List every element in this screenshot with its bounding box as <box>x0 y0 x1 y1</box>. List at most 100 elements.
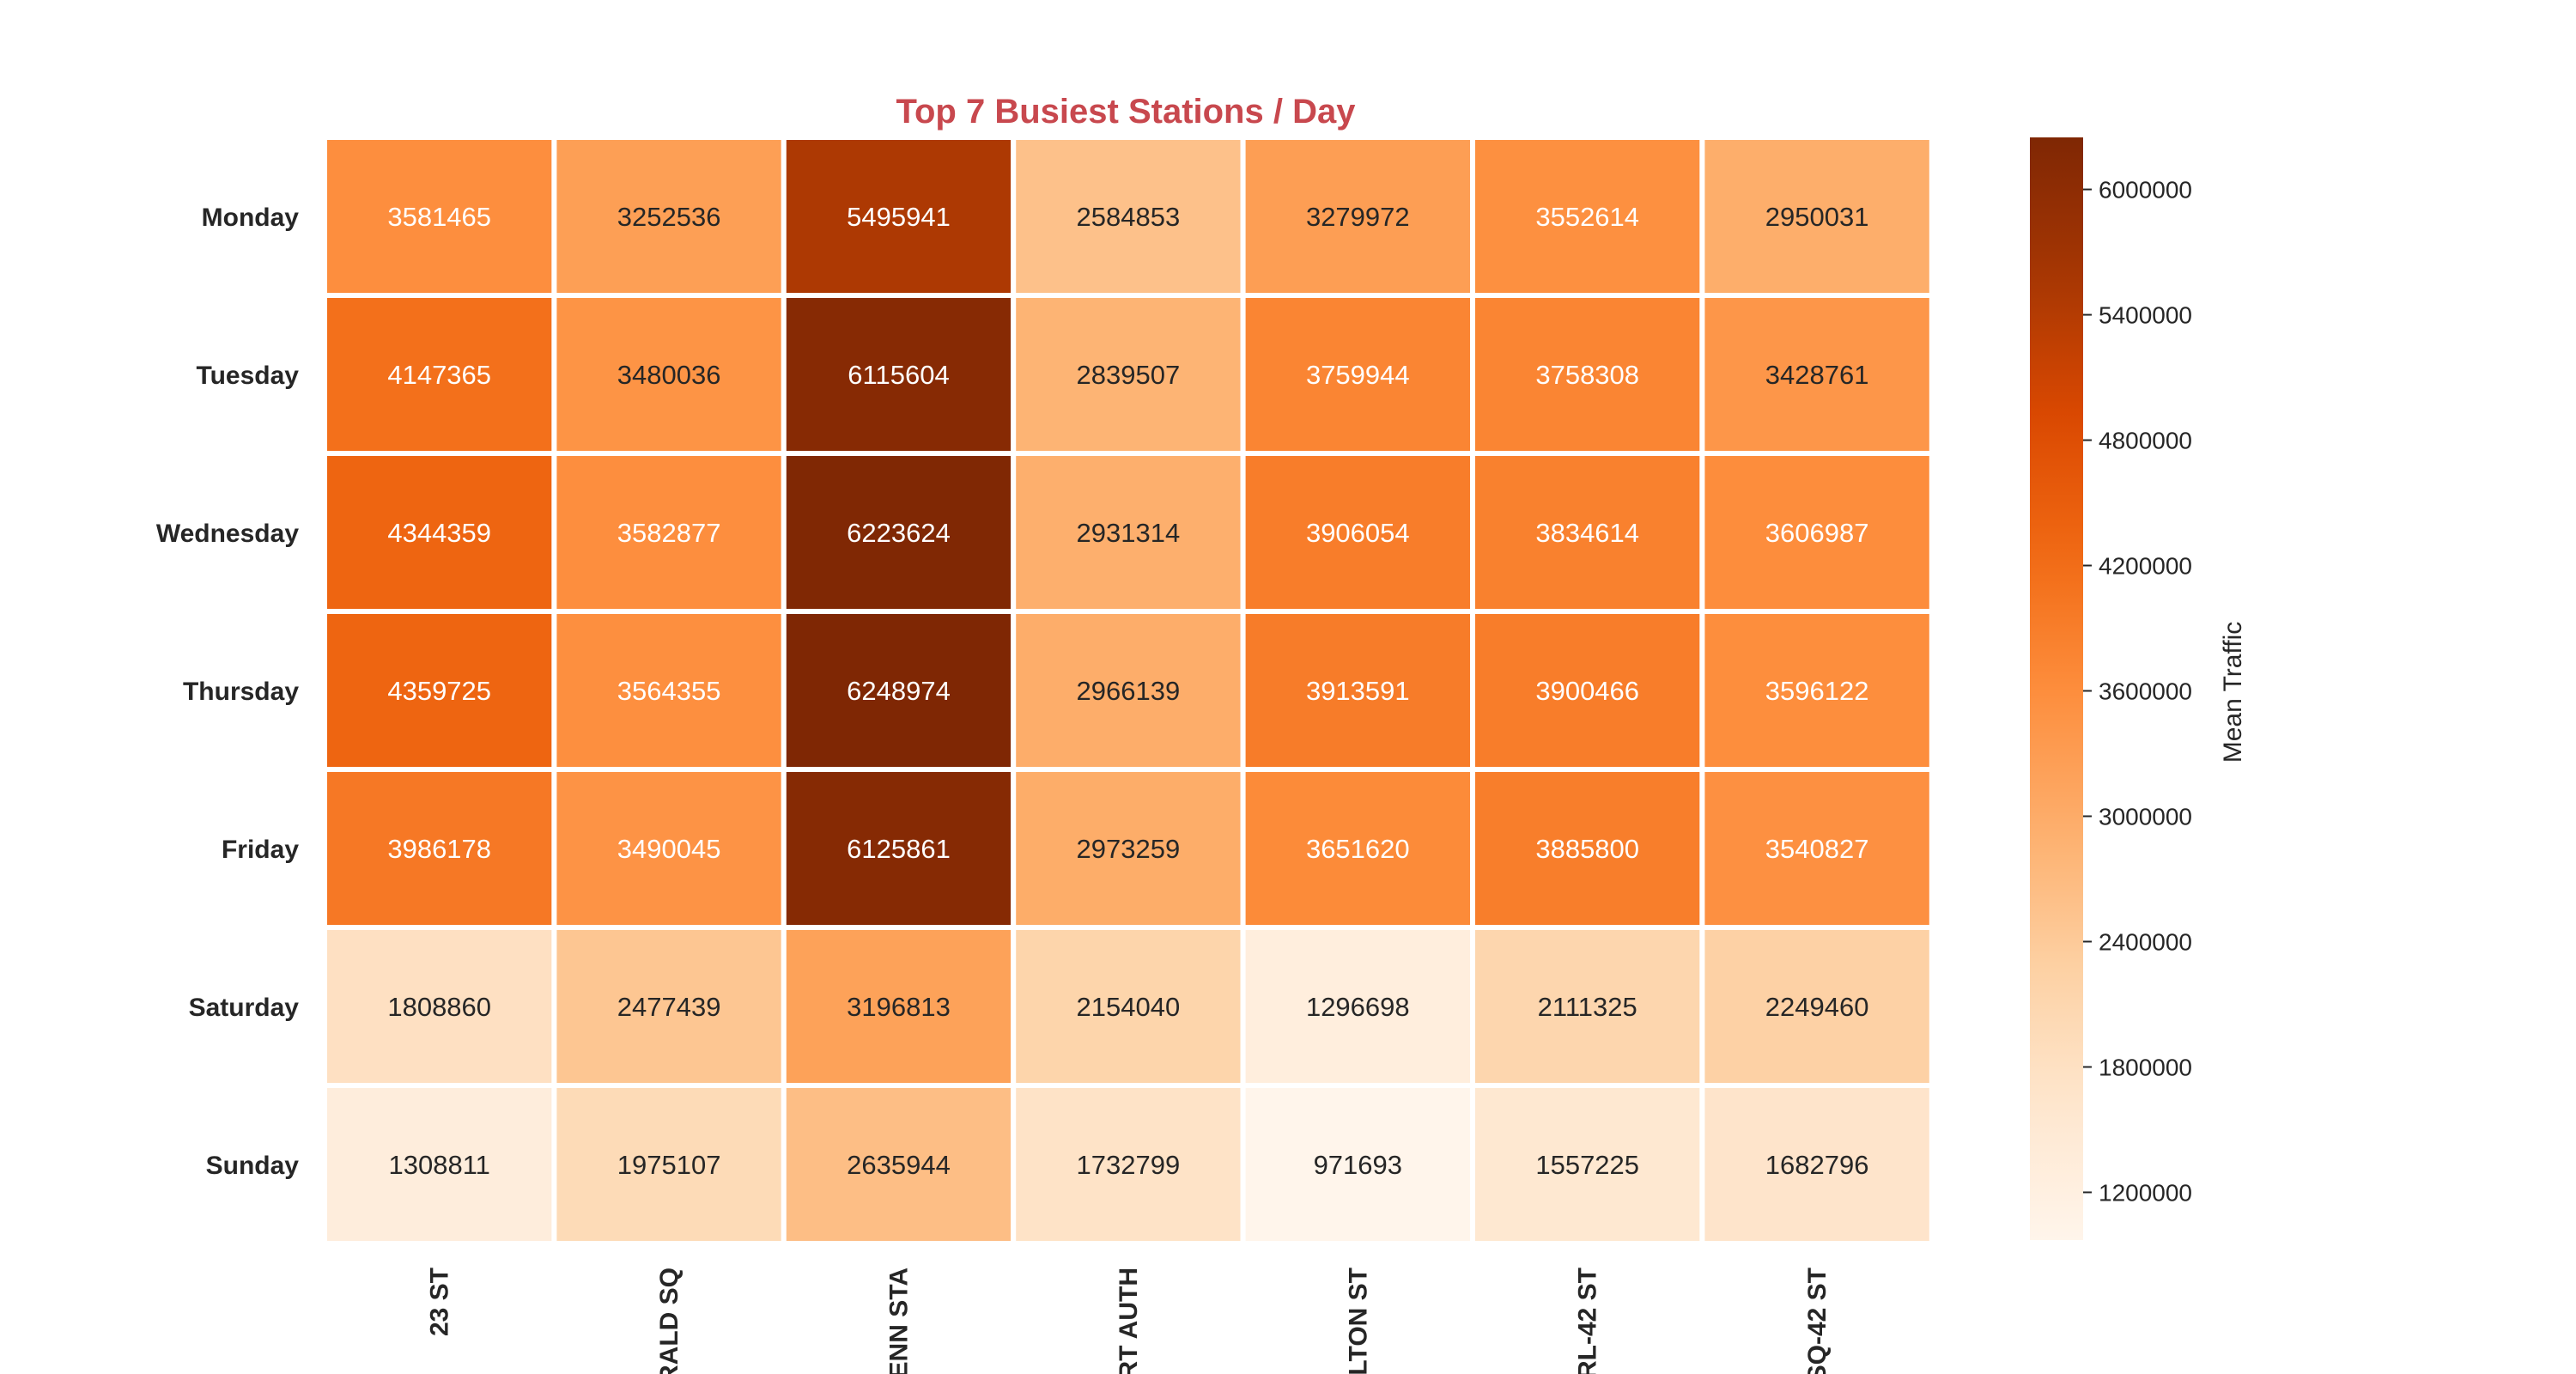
colorbar-tick-label: 3600000 <box>2099 678 2192 705</box>
heatmap-cell <box>1011 451 1246 614</box>
x-tick-label: SQ-42 ST <box>1803 1268 1832 1374</box>
heatmap-cell <box>551 925 787 1088</box>
y-axis-labels: Monday Tuesday Wednesday Thursday Friday Satu… <box>156 204 299 1180</box>
cell-value-label: 3581465 <box>387 202 491 232</box>
cell-value-label: 2154040 <box>1077 992 1181 1022</box>
colorbar-tick-label: 5400000 <box>2099 302 2192 329</box>
x-tick-label: RL-42 ST <box>1574 1268 1602 1374</box>
y-tick-label: Friday <box>222 836 299 864</box>
colorbar: 1200000 1800000 2400000 3000000 3600000 42000… <box>2030 137 2192 1240</box>
cell-value-label: 6115604 <box>848 360 949 390</box>
heatmap-cell <box>322 135 557 298</box>
colorbar-gradient <box>2030 137 2083 1240</box>
cell-value-label: 3582877 <box>617 518 721 548</box>
cell-value-label: 1682796 <box>1765 1150 1869 1180</box>
heatmap-cell <box>781 767 1017 930</box>
cell-value-label: 2839507 <box>1077 360 1181 390</box>
heatmap-cell <box>1470 609 1705 772</box>
heatmap-cell <box>322 925 557 1088</box>
x-tick-label: ENN STA <box>885 1268 914 1374</box>
chart-title: Top 7 Busiest Stations / Day <box>896 93 1357 131</box>
heatmap-cell <box>1240 293 1475 456</box>
x-tick-label: RT AUTH <box>1115 1268 1143 1374</box>
cell-value-label: 4147365 <box>387 360 491 390</box>
cell-value-label: 3885800 <box>1535 834 1639 864</box>
heatmap-cell <box>1699 1083 1935 1246</box>
cell-value-label: 2931314 <box>1077 518 1181 548</box>
y-tick-label: Wednesday <box>156 520 299 548</box>
x-tick-label: 23 ST <box>426 1268 454 1336</box>
cell-value-label: 3428761 <box>1765 360 1869 390</box>
heatmap-cells: 3581465 3252536 5495941 2584853 3279972 35526… <box>322 135 1935 1246</box>
heatmap-cell <box>1699 925 1935 1088</box>
cell-value-label: 2950031 <box>1765 202 1869 232</box>
x-tick-label: LTON ST <box>1344 1268 1372 1374</box>
heatmap-cell <box>1699 609 1935 772</box>
heatmap-cell <box>1240 1083 1475 1246</box>
cell-value-label: 6223624 <box>847 518 951 548</box>
cell-value-label: 4359725 <box>387 676 491 706</box>
colorbar-tick-label: 4200000 <box>2099 553 2192 580</box>
heatmap-cell <box>1699 451 1935 614</box>
cell-value-label: 3906054 <box>1306 518 1410 548</box>
cell-value-label: 3279972 <box>1306 202 1410 232</box>
cell-value-label: 2973259 <box>1077 834 1181 864</box>
heatmap-cell <box>1240 451 1475 614</box>
cell-value-label: 3900466 <box>1535 676 1639 706</box>
cell-value-label: 6248974 <box>847 676 951 706</box>
heatmap-cell <box>781 451 1017 614</box>
cell-value-label: 3540827 <box>1765 834 1869 864</box>
colorbar-label: Mean Traffic <box>2219 622 2247 763</box>
x-axis-labels: 23 ST RALD SQ ENN STA RT AUTH LTON ST RL-42 S… <box>426 1268 1832 1374</box>
cell-value-label: 3834614 <box>1535 518 1639 548</box>
heatmap-cell <box>781 1083 1017 1246</box>
cell-value-label: 1557225 <box>1535 1150 1639 1180</box>
cell-value-label: 971693 <box>1314 1150 1402 1180</box>
colorbar-tick-label: 3000000 <box>2099 803 2192 830</box>
heatmap-cell <box>322 293 557 456</box>
cell-value-label: 3490045 <box>617 834 721 864</box>
cell-value-label: 3758308 <box>1535 360 1639 390</box>
cell-value-label: 1732799 <box>1077 1150 1181 1180</box>
cell-value-label: 3651620 <box>1306 834 1410 864</box>
cell-value-label: 5495941 <box>847 202 951 232</box>
cell-value-label: 1808860 <box>387 992 491 1022</box>
cell-value-label: 3552614 <box>1535 202 1639 232</box>
y-tick-label: Saturday <box>189 994 300 1022</box>
cell-value-label: 3196813 <box>847 992 951 1022</box>
cell-value-label: 3759944 <box>1306 360 1410 390</box>
heatmap-cell <box>1011 1083 1246 1246</box>
heatmap-cell <box>781 293 1017 456</box>
heatmap-cell <box>551 451 787 614</box>
cell-value-label: 4344359 <box>387 518 491 548</box>
colorbar-tick-label: 4800000 <box>2099 428 2192 454</box>
cell-value-label: 2635944 <box>847 1150 951 1180</box>
colorbar-tick-label: 6000000 <box>2099 177 2192 204</box>
cell-value-label: 3596122 <box>1765 676 1869 706</box>
cell-value-label: 3986178 <box>387 834 491 864</box>
cell-value-label: 2966139 <box>1077 676 1181 706</box>
y-tick-label: Sunday <box>206 1152 300 1180</box>
heatmap-cell <box>1470 451 1705 614</box>
heatmap-cell <box>1699 293 1935 456</box>
cell-value-label: 1308811 <box>389 1150 490 1180</box>
cell-value-label: 3252536 <box>617 202 721 232</box>
cell-value-label: 2111325 <box>1538 992 1637 1022</box>
y-tick-label: Tuesday <box>197 362 300 390</box>
cell-value-label: 3913591 <box>1306 676 1410 706</box>
cell-value-label: 2249460 <box>1765 992 1869 1022</box>
cell-value-label: 3564355 <box>617 676 721 706</box>
heatmap-cell <box>551 135 787 298</box>
x-tick-label: RALD SQ <box>655 1268 683 1374</box>
cell-value-label: 1975107 <box>617 1150 721 1180</box>
cell-value-label: 2584853 <box>1077 202 1181 232</box>
heatmap-cell <box>1470 1083 1705 1246</box>
heatmap-cell <box>551 609 787 772</box>
heatmap-cell <box>322 767 557 930</box>
cell-value-label: 3480036 <box>617 360 721 390</box>
cell-value-label: 1296698 <box>1306 992 1410 1022</box>
cell-value-label: 3606987 <box>1765 518 1869 548</box>
colorbar-tick-label: 2400000 <box>2099 928 2192 955</box>
cell-value-label: 6125861 <box>847 834 951 864</box>
